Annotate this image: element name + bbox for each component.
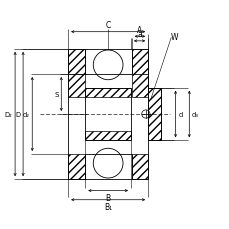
Polygon shape <box>131 50 147 75</box>
Text: W: W <box>170 33 178 42</box>
Polygon shape <box>85 132 131 141</box>
Text: B: B <box>105 194 110 202</box>
Text: D: D <box>15 112 20 117</box>
Text: A: A <box>137 25 142 34</box>
Polygon shape <box>68 75 84 97</box>
Polygon shape <box>147 88 160 141</box>
Polygon shape <box>131 75 147 97</box>
Polygon shape <box>85 88 131 97</box>
Polygon shape <box>131 154 147 179</box>
Text: B₁: B₁ <box>104 203 112 212</box>
Text: S: S <box>54 92 58 98</box>
Polygon shape <box>68 154 84 179</box>
Text: d: d <box>177 112 182 117</box>
Text: D₂: D₂ <box>5 112 12 117</box>
Text: d₂: d₂ <box>22 112 29 117</box>
Text: C: C <box>105 21 110 30</box>
Text: d₃: d₃ <box>191 112 198 117</box>
Polygon shape <box>68 50 84 75</box>
Text: a: a <box>137 30 141 39</box>
